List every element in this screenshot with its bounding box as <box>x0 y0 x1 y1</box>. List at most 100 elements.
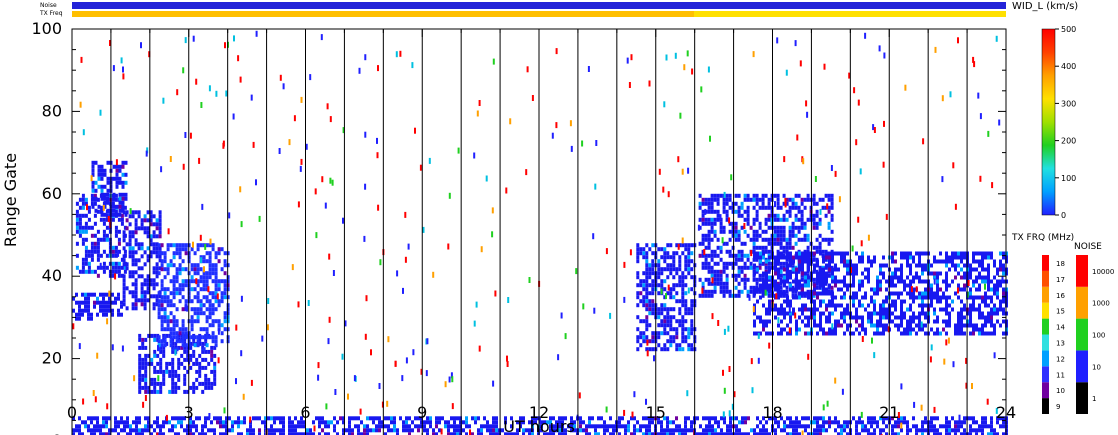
echo-cell-ground-scatter <box>432 428 435 433</box>
echo-cell-ground-scatter <box>834 416 837 421</box>
echo-cell-ground-scatter <box>321 416 324 421</box>
echo-cell-evening-main-band <box>996 267 999 272</box>
echo-cell-evening-main-band <box>909 315 912 320</box>
echo-cell-ground-scatter <box>711 432 714 435</box>
echo-cell-pm-descending-band <box>681 291 685 296</box>
echo-cell-dawn-mid <box>205 331 209 336</box>
echo-cell-evening-main-band <box>804 331 807 336</box>
echo-cell-evening-main-band <box>933 307 936 312</box>
random-echo <box>681 237 684 244</box>
echo-cell-ground-scatter <box>585 432 588 435</box>
echo-cell-evening-upper <box>764 193 768 198</box>
echo-cell-dawn-cluster <box>186 389 190 394</box>
echo-cell-evening-main-band <box>900 279 903 284</box>
echo-cell-evening-upper <box>785 257 789 262</box>
echo-cell-pm-descending-band <box>672 287 676 292</box>
echo-cell-dawn-mid <box>223 319 227 324</box>
echo-cell-early-high-streak <box>115 176 119 181</box>
echo-cell-ground-scatter <box>366 416 369 421</box>
echo-cell-evening-upper <box>746 265 750 270</box>
echo-cell-dawn-mid <box>211 295 215 300</box>
echo-cell-morning-arc <box>155 246 159 251</box>
echo-cell-dawn-cluster <box>177 377 181 382</box>
echo-cell-evening-upper <box>716 269 720 274</box>
echo-cell-ground-scatter <box>300 432 303 435</box>
echo-cell-dawn-cluster <box>204 381 208 386</box>
echo-cell-evening-main-band <box>990 295 993 300</box>
random-echo <box>145 150 148 157</box>
echo-cell-ground-scatter <box>84 420 87 425</box>
echo-cell-evening-main-band <box>852 263 855 268</box>
echo-cell-early-high-streak <box>115 164 119 169</box>
echo-cell-evening-main-band <box>948 315 951 320</box>
echo-cell-ground-scatter <box>627 420 630 425</box>
echo-cell-ground-scatter <box>936 432 939 435</box>
echo-cell-morning-arc <box>125 218 129 223</box>
echo-cell-evening-main-band <box>756 287 759 292</box>
echo-cell-ground-scatter <box>912 424 915 429</box>
echo-cell-dawn-cluster <box>183 373 187 378</box>
echo-cell-dawn-mid <box>208 323 212 328</box>
noise-strip <box>72 2 1006 9</box>
echo-cell-evening-main-band <box>984 295 987 300</box>
echo-cell-evening-upper <box>776 241 780 246</box>
echo-cell-evening-main-band <box>981 311 984 316</box>
echo-cell-ground-scatter <box>147 428 150 433</box>
echo-cell-ground-scatter <box>411 428 414 433</box>
echo-cell-evening-main-band <box>807 283 810 288</box>
random-echo <box>237 55 240 62</box>
echo-cell-evening-upper <box>728 289 732 294</box>
echo-cell-evening-main-band <box>957 295 960 300</box>
echo-cell-morning-arc <box>131 274 135 279</box>
random-echo <box>160 166 163 173</box>
echo-cell-ground-scatter <box>294 424 297 429</box>
echo-cell-ground-scatter <box>183 416 186 421</box>
echo-cell-ground-scatter <box>555 424 558 429</box>
echo-cell-evening-main-band <box>933 295 936 300</box>
echo-cell-ground-scatter <box>936 428 939 433</box>
echo-cell-evening-main-band <box>891 251 894 256</box>
echo-cell-evening-upper <box>812 221 816 226</box>
echo-cell-pm-descending-band <box>657 331 661 336</box>
echo-cell-ground-scatter <box>108 416 111 421</box>
echo-cell-ground-scatter <box>291 428 294 433</box>
echo-cell-evening-main-band <box>990 279 993 284</box>
echo-cell-pm-descending-band <box>657 259 661 264</box>
echo-cell-evening-upper <box>818 241 822 246</box>
echo-cell-pm-descending-band <box>645 259 649 264</box>
echo-cell-evening-main-band <box>984 255 987 260</box>
random-echo <box>78 343 81 350</box>
echo-cell-evening-main-band <box>795 255 798 260</box>
echo-cell-evening-upper <box>815 281 819 286</box>
echo-cell-early-upper-blob <box>108 229 112 234</box>
echo-cell-evening-main-band <box>774 271 777 276</box>
echo-cell-evening-main-band <box>924 295 927 300</box>
echo-cell-evening-main-band <box>801 251 804 256</box>
echo-cell-pm-descending-band <box>645 347 649 352</box>
echo-cell-dawn-mid <box>172 335 176 340</box>
echo-cell-ground-scatter <box>531 432 534 435</box>
echo-cell-morning-arc <box>143 302 147 307</box>
echo-cell-ground-scatter <box>345 428 348 433</box>
echo-cell-ground-scatter <box>516 432 519 435</box>
echo-cell-ground-scatter <box>186 428 189 433</box>
echo-cell-ground-scatter <box>984 420 987 425</box>
echo-cell-evening-upper <box>812 277 816 282</box>
echo-cell-dawn-mid <box>181 339 185 344</box>
echo-cell-early-upper-blob <box>120 221 124 226</box>
random-echo <box>587 66 590 72</box>
echo-cell-evening-main-band <box>834 263 837 268</box>
echo-cell-dawn-cluster <box>189 353 193 358</box>
echo-cell-ground-scatter <box>243 420 246 425</box>
echo-cell-early-upper-blob <box>111 265 115 270</box>
echo-cell-morning-arc <box>134 290 138 295</box>
echo-cell-ground-scatter <box>963 420 966 425</box>
echo-cell-early-high-streak <box>118 176 122 181</box>
echo-cell-evening-upper <box>779 229 783 234</box>
echo-cell-morning-arc <box>134 242 138 247</box>
echo-cell-ground-scatter <box>759 432 762 435</box>
echo-cell-evening-upper <box>713 285 717 290</box>
echo-cell-early-high-streak <box>103 192 107 197</box>
echo-cell-ground-scatter <box>477 416 480 421</box>
echo-cell-ground-scatter <box>657 420 660 425</box>
